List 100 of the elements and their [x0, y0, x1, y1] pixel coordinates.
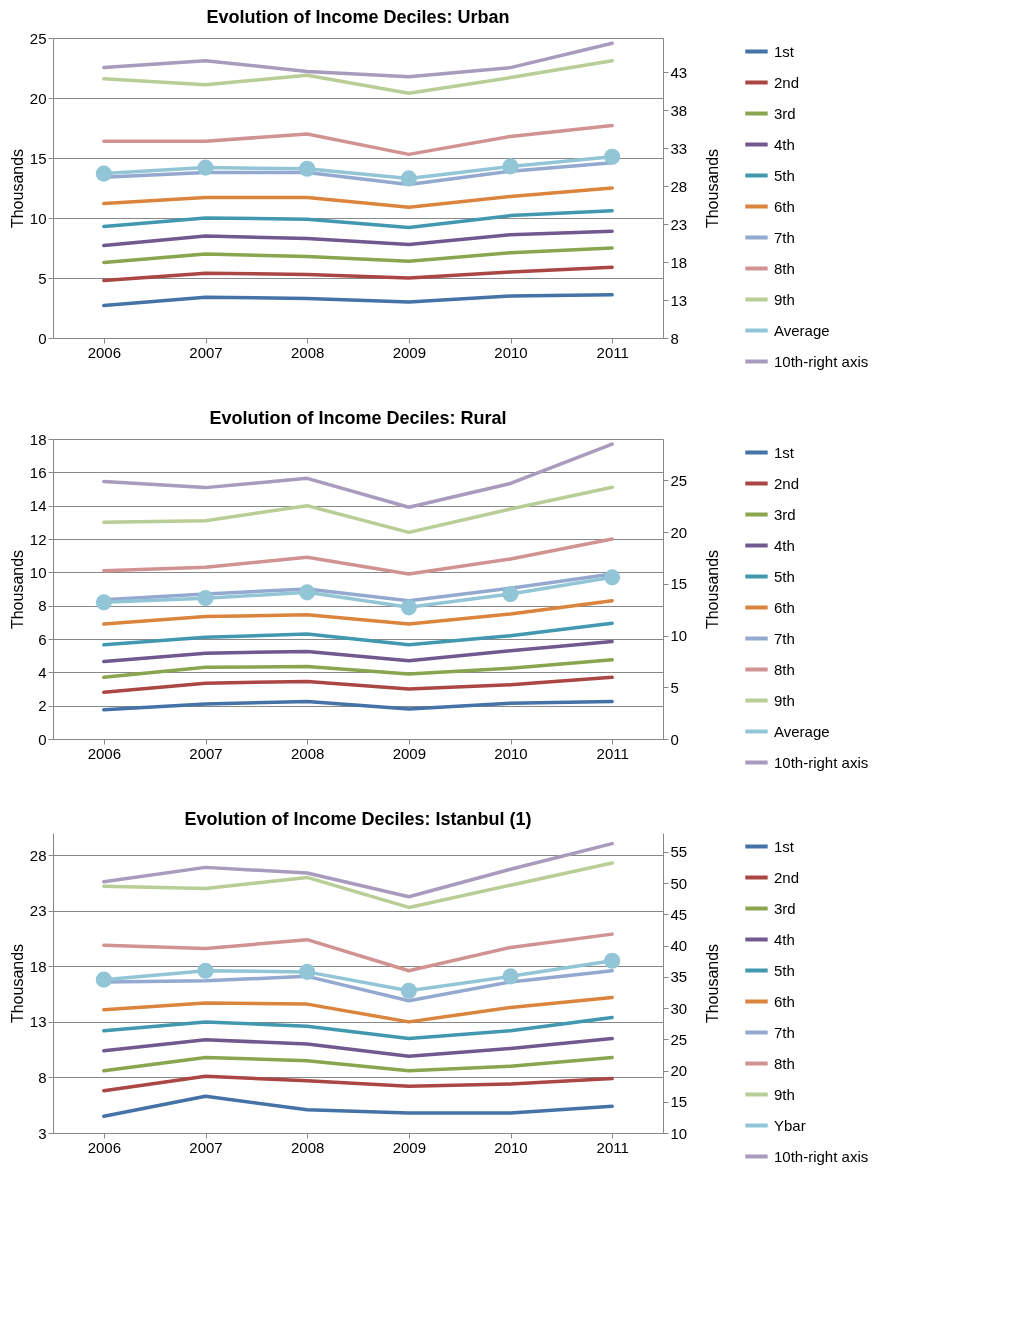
x-tick-label: 2009 [392, 744, 427, 762]
line-series [102, 209, 614, 230]
y2-tick-label: 10 [670, 627, 688, 645]
y2-tick-label: 15 [670, 575, 688, 593]
y-tick-label: 23 [29, 902, 47, 920]
x-tick-label: 2008 [290, 1138, 325, 1156]
x-tick-label: 2008 [290, 744, 325, 762]
legend-label: 1st [774, 42, 795, 60]
x-tick-label: 2007 [189, 1138, 223, 1156]
y-tick-label: 13 [29, 1013, 47, 1031]
legend-label: 8th [774, 259, 795, 277]
legend-label: Average [774, 722, 830, 740]
point [502, 158, 519, 175]
y2-tick-label: 35 [670, 968, 688, 986]
y2-tick-label: 55 [670, 843, 688, 861]
legend-label: Ybar [774, 1116, 806, 1134]
y-tick-label: 6 [38, 630, 47, 648]
y2-tick-label: 0 [670, 730, 679, 748]
x-tick-label: 2011 [596, 744, 629, 762]
x-tick-label: 2008 [290, 343, 325, 361]
y-tick-label: 8 [38, 1068, 47, 1086]
x-tick-label: 2007 [189, 744, 223, 762]
y-tick-label: 28 [29, 846, 47, 864]
legend-label: 8th [774, 1054, 795, 1072]
legend-label: 2nd [774, 474, 800, 492]
point [197, 962, 214, 979]
line-series [102, 186, 614, 209]
x-tick-label: 2006 [87, 1138, 122, 1156]
legend-label: 7th [774, 1023, 795, 1041]
legend-label: 9th [774, 691, 795, 709]
legend-label: 10th-right axis [774, 352, 869, 370]
y2-tick-label: 28 [670, 177, 688, 195]
x-tick-label: 2007 [189, 343, 223, 361]
y-tick-label: 0 [38, 730, 47, 748]
chart-title: Evolution of Income Deciles: Istanbul (1) [184, 809, 532, 829]
legend-label: 7th [774, 228, 795, 246]
x-tick-label: 2011 [596, 1138, 629, 1156]
legend-label: 1st [774, 837, 795, 855]
point [299, 963, 316, 980]
legend-label: 2nd [774, 868, 800, 886]
y2-axis-title: Thousands [704, 549, 722, 630]
y-tick-label: 2 [38, 697, 47, 715]
legend-label: 8th [774, 660, 795, 678]
y-tick-label: 0 [38, 329, 47, 347]
line-series [102, 1015, 614, 1041]
line-series [102, 41, 614, 79]
point [400, 599, 417, 616]
y2-tick-label: 25 [670, 1030, 688, 1048]
point [502, 968, 519, 985]
legend-label: 4th [774, 930, 795, 948]
y-axis-title: Thousands [8, 943, 26, 1024]
y2-tick-label: 5 [670, 678, 679, 696]
legend-label: 7th [774, 629, 795, 647]
legend-label: 4th [774, 135, 795, 153]
line-series [102, 1055, 614, 1073]
line-series [102, 675, 614, 695]
y2-tick-label: 18 [670, 253, 688, 271]
y2-tick-label: 30 [670, 999, 688, 1017]
x-tick-label: 2006 [87, 343, 122, 361]
legend-label: 6th [774, 197, 795, 215]
y-tick-label: 4 [38, 663, 47, 681]
y2-tick-label: 13 [670, 291, 688, 309]
y2-tick-label: 33 [670, 139, 688, 157]
line-series [102, 995, 614, 1024]
y-tick-label: 12 [29, 530, 47, 548]
chart-title: Evolution of Income Deciles: Rural [209, 408, 507, 428]
point [604, 569, 621, 586]
legend-label: Average [774, 321, 830, 339]
y-tick-label: 15 [29, 149, 47, 167]
line-series [102, 1036, 614, 1059]
line-series [102, 598, 614, 626]
y2-tick-label: 20 [670, 1062, 688, 1079]
legend-label: 3rd [774, 505, 796, 523]
y2-tick-label: 8 [670, 329, 679, 347]
line-series [102, 621, 614, 647]
point [604, 148, 621, 165]
legend-label: 1st [774, 443, 795, 461]
x-tick-label: 2006 [87, 744, 122, 762]
point [95, 594, 112, 611]
line-series [102, 861, 614, 910]
y2-axis-title: Thousands [704, 943, 722, 1024]
y-tick-label: 5 [38, 269, 47, 287]
y-tick-label: 10 [29, 209, 47, 227]
y-tick-label: 8 [38, 597, 47, 615]
line-series [102, 246, 614, 265]
legend-label: 10th-right axis [774, 753, 869, 771]
y-axis-title: Thousands [8, 549, 26, 630]
point [400, 982, 417, 999]
line-series [102, 658, 614, 680]
chart-title: Evolution of Income Deciles: Urban [206, 7, 510, 27]
legend-label: 5th [774, 166, 795, 184]
y-tick-label: 25 [29, 29, 47, 47]
legend-label: 3rd [774, 899, 796, 917]
legend-label: 3rd [774, 104, 796, 122]
x-tick-label: 2010 [494, 744, 528, 762]
y-tick-label: 3 [38, 1124, 47, 1142]
legend-label: 6th [774, 992, 795, 1010]
y2-tick-label: 38 [670, 101, 688, 119]
point [604, 952, 621, 969]
point [95, 971, 112, 988]
